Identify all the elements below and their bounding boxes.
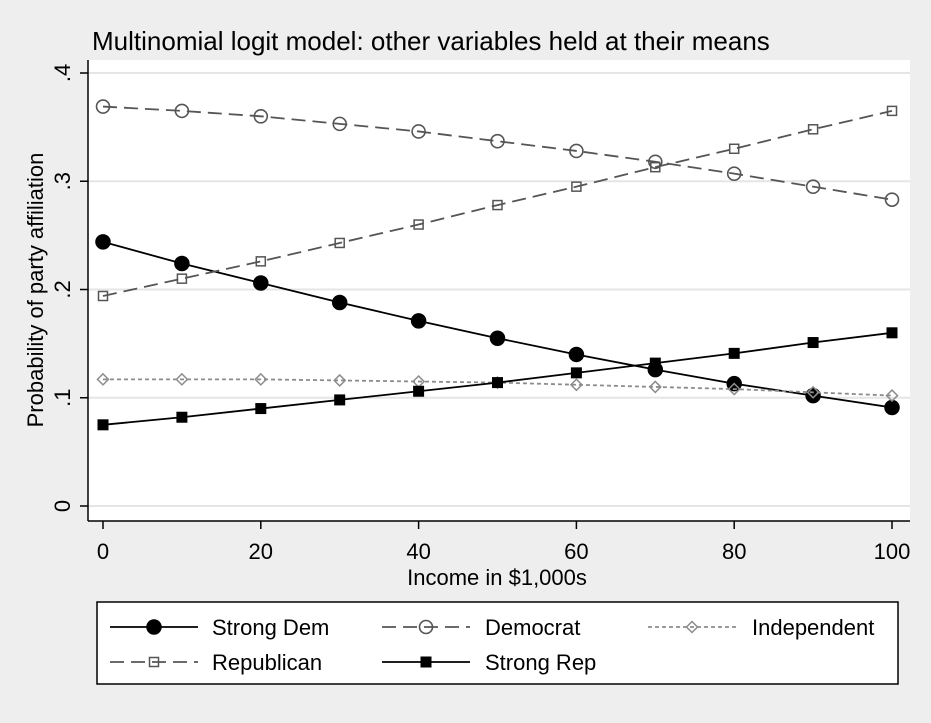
data-point-democrat: [95, 99, 111, 114]
series-line-republican: [102, 110, 893, 297]
x-tick-label: 80: [722, 539, 746, 564]
data-point-republican: [807, 124, 819, 135]
legend-item-strong-rep: Strong Rep: [382, 650, 596, 675]
legend-box: [96, 601, 899, 685]
data-point-strong-rep: [334, 394, 346, 406]
y-tick-label: .4: [50, 64, 75, 82]
data-point-democrat: [411, 124, 426, 139]
gridlines: [88, 72, 910, 507]
legend-marker: [148, 656, 160, 668]
legend-marker: [685, 620, 699, 634]
data-point-strong-dem: [568, 346, 585, 363]
data-point-independent: [806, 385, 820, 399]
data-point-republican: [413, 219, 424, 230]
data-point-republican: [728, 143, 740, 155]
data-point-republican: [650, 161, 661, 173]
data-point-independent: [333, 373, 347, 387]
data-point-republican: [97, 290, 109, 302]
data-point-democrat: [174, 103, 190, 119]
legend-item-independent: Independent: [648, 615, 874, 640]
data-point-republican: [492, 199, 503, 211]
x-tick-label: 60: [564, 539, 588, 564]
series-layer: [95, 99, 900, 431]
data-point-strong-rep: [886, 327, 898, 339]
data-point-democrat: [332, 116, 348, 132]
data-point-strong-dem: [174, 255, 190, 272]
legend-label: Democrat: [485, 615, 580, 640]
data-point-strong-dem: [884, 399, 900, 416]
legend-marker: [420, 656, 432, 668]
axes: 0 .1 .2 .3 .4 0 20 40 60 80 100: [50, 60, 910, 564]
series-line-democrat: [102, 105, 893, 201]
data-point-strong-rep: [807, 337, 819, 349]
data-point-strong-rep: [492, 377, 503, 389]
legend-item-democrat: Democrat: [382, 615, 580, 640]
data-point-democrat: [647, 154, 663, 170]
data-point-republican: [886, 105, 898, 117]
data-point-democrat: [805, 179, 821, 194]
legend-marker: [418, 619, 434, 635]
series-strong-rep: [97, 327, 898, 431]
data-point-strong-rep: [728, 347, 740, 359]
legend-label: Strong Rep: [485, 650, 596, 675]
y-tick-label: 0: [50, 500, 75, 512]
x-tick-label: 0: [97, 539, 109, 564]
data-point-strong-rep: [97, 419, 109, 431]
series-democrat: [95, 99, 900, 207]
data-point-strong-dem: [489, 330, 506, 346]
data-point-strong-rep: [570, 367, 582, 379]
y-tick-label: .2: [50, 280, 75, 298]
legend-label: Republican: [212, 650, 322, 675]
data-point-democrat: [569, 143, 584, 159]
data-point-strong-dem: [410, 313, 427, 329]
data-point-strong-dem: [805, 387, 821, 404]
data-point-democrat: [490, 133, 505, 149]
data-point-independent: [254, 372, 268, 386]
y-axis-label: Probability of party affiliation: [23, 153, 48, 428]
legend: Strong Dem Democrat Independent Republican S…: [96, 601, 899, 685]
data-point-republican: [176, 273, 188, 284]
chart-title: Multinomial logit model: other variables…: [92, 26, 770, 56]
y-tick-label: .3: [50, 172, 75, 190]
data-point-democrat: [884, 192, 900, 207]
data-point-republican: [571, 181, 582, 192]
data-point-independent: [727, 382, 741, 396]
data-point-republican: [255, 256, 267, 267]
legend-items: Strong Dem Democrat Independent Republican S…: [110, 615, 874, 675]
x-tick-label: 100: [874, 539, 911, 564]
data-point-democrat: [726, 166, 742, 181]
data-point-strong-dem: [253, 275, 269, 291]
x-tick-label: 20: [249, 539, 273, 564]
data-point-democrat: [253, 109, 269, 124]
data-point-independent: [96, 372, 110, 386]
legend-label: Independent: [752, 615, 874, 640]
data-point-independent: [175, 372, 189, 386]
x-axis-label: Income in $1,000s: [407, 565, 587, 590]
series-republican: [97, 105, 898, 302]
data-point-strong-dem: [95, 234, 111, 250]
data-point-strong-dem: [331, 294, 348, 311]
data-point-strong-rep: [176, 411, 188, 423]
data-point-independent: [648, 380, 662, 394]
legend-marker: [146, 619, 162, 635]
data-point-republican: [334, 237, 345, 249]
x-tick-label: 40: [406, 539, 430, 564]
y-tick-label: .1: [50, 389, 75, 407]
data-point-independent: [569, 378, 583, 392]
data-point-strong-rep: [649, 357, 661, 369]
data-point-independent: [885, 389, 899, 403]
legend-item-strong-dem: Strong Dem: [110, 615, 329, 640]
legend-item-republican: Republican: [110, 650, 322, 675]
data-point-strong-rep: [413, 385, 425, 397]
legend-label: Strong Dem: [212, 615, 329, 640]
data-point-strong-rep: [255, 403, 267, 415]
